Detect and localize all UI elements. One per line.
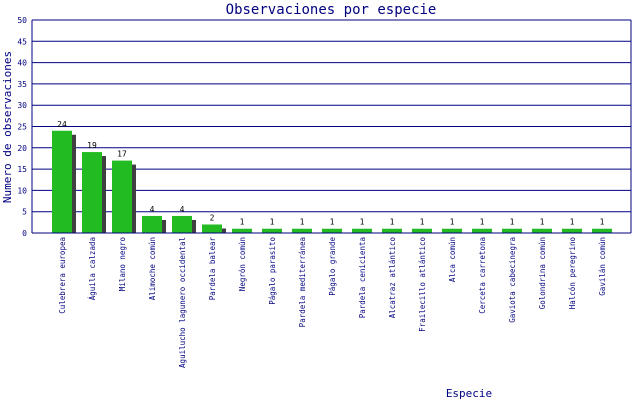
category-labels: Culebrera europea Águila calzada Milano ne… — [58, 237, 607, 368]
category-label: Águila calzada — [88, 237, 97, 300]
bar — [532, 229, 552, 233]
y-tick-label: 45 — [17, 37, 27, 46]
bar — [322, 229, 342, 233]
bar — [592, 229, 612, 233]
bar — [172, 216, 192, 233]
bar — [112, 161, 132, 233]
category-label: Halcón peregrino — [568, 237, 577, 310]
category-label: Golondrina común — [538, 237, 547, 309]
category-label: Culebrera europea — [58, 237, 67, 314]
bar-value-label: 1 — [270, 218, 275, 227]
x-axis-label: Especie — [446, 387, 492, 400]
chart-title: Observaciones por especie — [226, 2, 437, 18]
bar-value-label: 1 — [450, 218, 455, 227]
bar-value-label: 1 — [390, 218, 395, 227]
y-tick-label: 30 — [17, 101, 27, 110]
category-label: Pardela balear — [208, 237, 217, 301]
category-label: Págalo parasito — [268, 237, 277, 305]
category-label: Alimoche común — [148, 237, 157, 300]
bar — [52, 131, 72, 233]
category-label: Pardela cenicienta — [358, 237, 367, 318]
bar-value-label: 1 — [570, 218, 575, 227]
bar-value-label: 2 — [210, 213, 215, 222]
bar-value-label: 1 — [360, 218, 365, 227]
bar-value-label: 24 — [57, 120, 67, 129]
bar — [562, 229, 582, 233]
y-tick-label: 25 — [17, 123, 27, 132]
bar-value-label: 1 — [300, 218, 305, 227]
bar-value-label: 1 — [240, 218, 245, 227]
bar-value-label: 1 — [420, 218, 425, 227]
category-label: Págalo grande — [328, 237, 337, 296]
category-label: Alcatraz atlántico — [388, 237, 397, 319]
y-tick-label: 5 — [22, 208, 27, 217]
bar — [442, 229, 462, 233]
category-label: Gavilán común — [598, 237, 607, 296]
bar — [502, 229, 522, 233]
category-label: Cerceta carretona — [478, 237, 487, 314]
y-tick-label: 15 — [17, 165, 27, 174]
bar-value-label: 1 — [480, 218, 485, 227]
bar — [202, 224, 222, 233]
y-tick-label: 10 — [17, 186, 27, 195]
category-label: Frailecillo atlántico — [418, 237, 427, 332]
bar — [382, 229, 402, 233]
category-label: Gaviota cabecinegra — [508, 237, 517, 323]
category-label: Pardela mediterránea — [298, 237, 307, 327]
bar — [352, 229, 372, 233]
bar-value-label: 1 — [540, 218, 545, 227]
category-label: Negrón común — [238, 237, 247, 291]
category-label: Milano negro — [118, 237, 127, 292]
bar-value-label: 17 — [117, 150, 127, 159]
bar — [82, 152, 102, 233]
bar-value-label: 1 — [330, 218, 335, 227]
category-label: Aguilucho lagunero occidental — [178, 237, 187, 368]
bar — [412, 229, 432, 233]
bar — [232, 229, 252, 233]
y-axis-label: Numero de observaciones — [1, 51, 14, 203]
y-tick-label: 0 — [22, 229, 27, 238]
bar — [292, 229, 312, 233]
bar — [142, 216, 162, 233]
bar-value-label: 4 — [150, 205, 155, 214]
category-label: Alca común — [448, 237, 457, 282]
bar — [262, 229, 282, 233]
y-axis-ticks: 0 5 10 15 20 25 30 35 40 45 50 — [17, 16, 27, 238]
bar — [472, 229, 492, 233]
bar-value-label: 1 — [600, 218, 605, 227]
bar-value-label: 19 — [87, 141, 97, 150]
y-tick-label: 50 — [17, 16, 27, 25]
bar-value-label: 4 — [180, 205, 185, 214]
value-labels: 24 19 17 4 4 2 1 1 1 1 1 1 1 1 1 1 1 1 1 — [57, 120, 604, 227]
y-tick-label: 20 — [17, 144, 27, 153]
y-tick-label: 40 — [17, 59, 27, 68]
y-tick-label: 35 — [17, 80, 27, 89]
bar-value-label: 1 — [510, 218, 515, 227]
